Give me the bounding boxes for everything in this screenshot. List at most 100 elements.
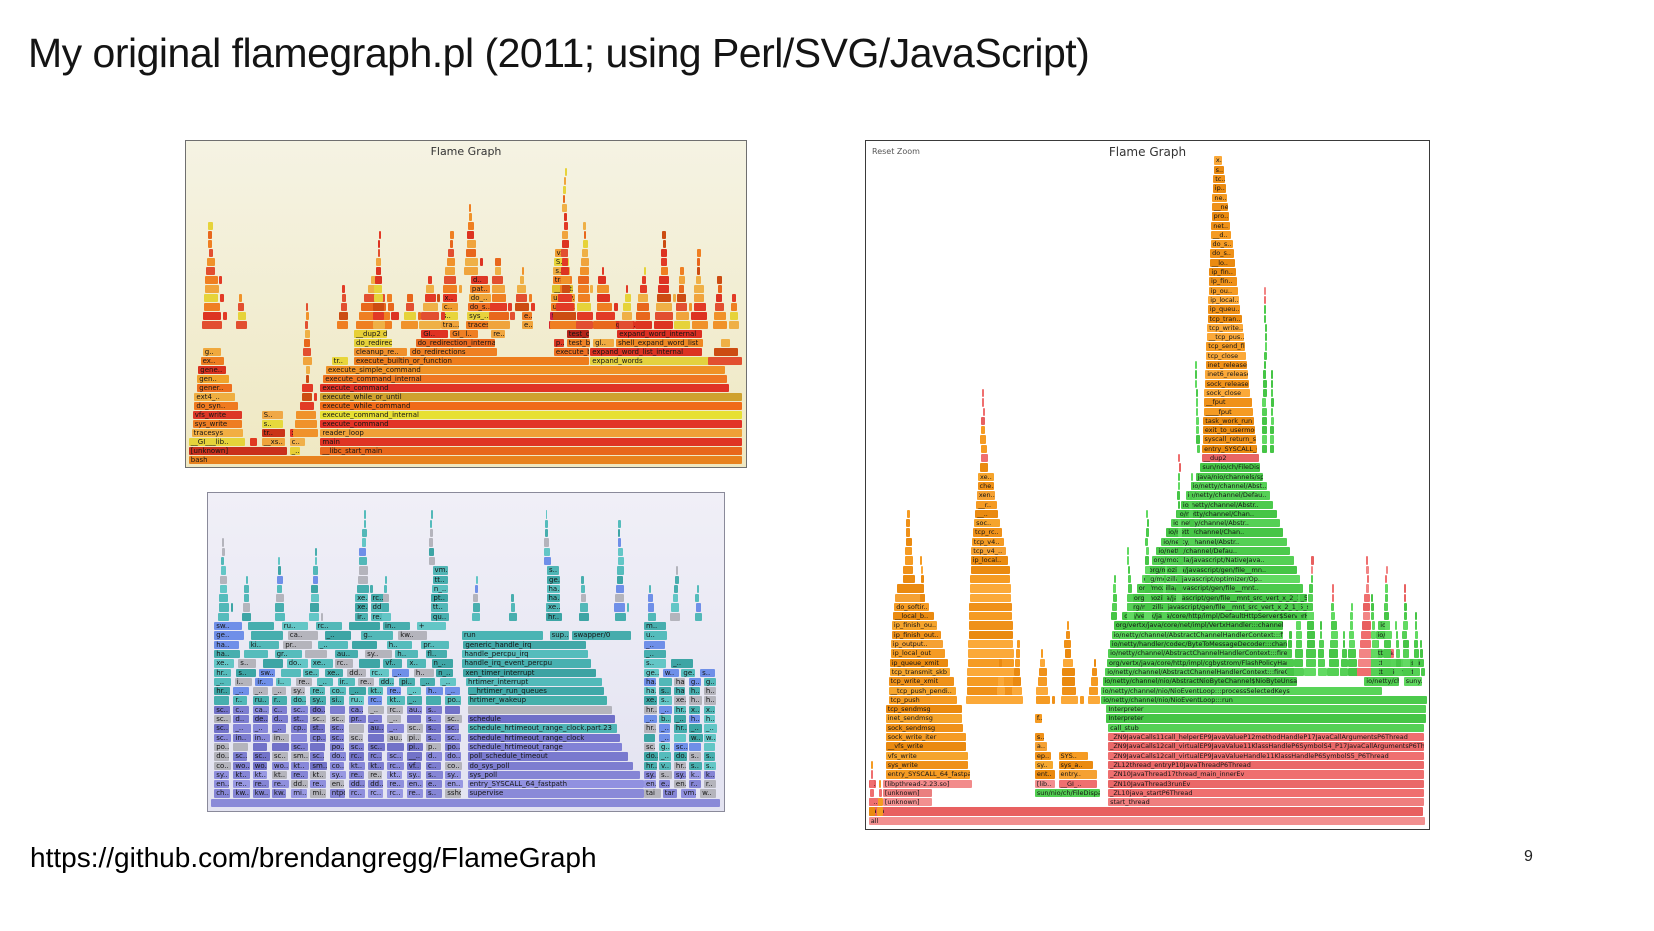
flame-frame[interactable] [564, 177, 567, 185]
flame-frame[interactable] [221, 556, 225, 566]
flame-frame[interactable] [1194, 361, 1197, 370]
flame-frame[interactable]: h.. [386, 640, 413, 649]
flame-frame[interactable]: _.. [271, 724, 287, 733]
flame-frame[interactable] [1371, 621, 1375, 630]
flame-frame[interactable] [1306, 640, 1316, 649]
flame-frame[interactable]: Interpreter [1106, 714, 1426, 723]
flame-frame[interactable]: rc.. [370, 594, 384, 603]
flame-frame[interactable]: sw.. [258, 668, 275, 677]
flame-frame[interactable]: inet_release [1205, 361, 1248, 370]
flame-frame[interactable] [1370, 667, 1380, 677]
flame-frame[interactable] [387, 742, 404, 752]
flame-frame[interactable] [1404, 584, 1407, 593]
flame-frame[interactable] [904, 547, 912, 556]
flame-frame[interactable] [376, 258, 382, 266]
flame-frame[interactable] [1113, 584, 1116, 593]
flame-frame[interactable]: s.. [703, 752, 715, 761]
flame-frame[interactable] [1195, 370, 1198, 379]
flame-frame[interactable]: do.. [310, 705, 325, 714]
flame-frame[interactable]: ip_local.. [970, 556, 1008, 565]
flame-frame[interactable] [1014, 658, 1021, 667]
flame-frame[interactable] [712, 321, 727, 329]
flame-frame[interactable] [966, 686, 1016, 695]
flame-frame[interactable]: si.. [329, 696, 344, 705]
flame-frame[interactable] [1146, 509, 1149, 519]
flame-frame[interactable]: ca.. [287, 631, 319, 640]
flame-frame[interactable] [1270, 407, 1274, 416]
flame-frame[interactable] [1359, 649, 1372, 658]
flame-frame[interactable]: GI.. [421, 330, 449, 338]
flame-frame[interactable]: wo.. [233, 761, 250, 770]
flame-frame[interactable]: handle_percpu_irq [462, 649, 588, 659]
flame-frame[interactable] [293, 429, 319, 437]
flame-frame[interactable]: se.. [302, 668, 319, 677]
flame-frame[interactable]: st.. [310, 724, 325, 733]
flame-frame[interactable] [1178, 537, 1183, 546]
flame-frame[interactable] [1037, 677, 1047, 686]
flame-frame[interactable]: ha.. [644, 677, 656, 687]
flame-frame[interactable] [583, 222, 586, 230]
flame-frame[interactable]: s.. [1213, 165, 1224, 174]
flame-frame[interactable] [868, 807, 876, 816]
flame-frame[interactable]: _.. [445, 687, 460, 696]
flame-frame[interactable] [251, 631, 283, 640]
flame-frame[interactable] [465, 249, 477, 257]
flame-frame[interactable] [511, 594, 515, 603]
flame-frame[interactable] [206, 267, 216, 275]
flame-frame[interactable]: xe.. [355, 603, 369, 612]
flame-frame[interactable]: d.. [471, 276, 488, 284]
flame-frame[interactable] [1189, 491, 1193, 500]
flame-frame[interactable] [426, 696, 441, 705]
flame-frame[interactable]: sc.. [329, 733, 345, 742]
flame-frame[interactable]: kt.. [368, 687, 384, 696]
flame-frame[interactable] [1011, 695, 1023, 705]
flame-frame[interactable] [1195, 398, 1198, 407]
flame-frame[interactable] [1311, 556, 1315, 565]
flame-frame[interactable] [624, 294, 631, 302]
flame-frame[interactable] [1371, 658, 1379, 667]
flame-frame[interactable]: _.. [368, 705, 384, 714]
flame-frame[interactable]: en.. [445, 780, 463, 789]
flame-frame[interactable] [295, 420, 318, 428]
flame-frame[interactable]: __GI___lib.. [188, 438, 245, 446]
flame-frame[interactable] [895, 593, 925, 602]
flame-frame[interactable] [276, 594, 284, 603]
flame-frame[interactable] [996, 686, 1006, 695]
flame-frame[interactable]: do.. [286, 659, 309, 668]
flame-frame[interactable]: tai [644, 789, 661, 798]
flame-frame[interactable]: n_.. [431, 584, 449, 594]
flame-frame[interactable] [276, 584, 283, 594]
flame-frame[interactable]: do_softir.. [894, 602, 930, 612]
flame-frame[interactable] [430, 519, 432, 528]
flame-frame[interactable]: schedule_hrtimeout_range [467, 742, 623, 752]
flame-frame[interactable]: do_s.. [467, 303, 492, 311]
flame-frame[interactable]: [unknown] [882, 798, 933, 807]
flame-frame[interactable] [1370, 602, 1374, 612]
flame-frame[interactable]: ru.. [281, 622, 309, 631]
flame-frame[interactable]: sy.. [406, 770, 421, 780]
flame-frame[interactable] [509, 612, 517, 621]
flame-frame[interactable] [543, 556, 551, 566]
flame-frame[interactable]: c.. [426, 761, 442, 770]
flame-frame[interactable] [1271, 388, 1274, 398]
flame-frame[interactable] [981, 388, 984, 398]
flame-frame[interactable]: s.. [1034, 733, 1044, 742]
flame-frame[interactable]: ge.. [214, 631, 245, 640]
flame-frame[interactable] [420, 312, 439, 320]
flame-frame[interactable]: hr.. [673, 761, 687, 770]
flame-frame[interactable] [359, 566, 368, 575]
flame-frame[interactable] [561, 231, 569, 239]
flame-frame[interactable] [1349, 621, 1353, 630]
flame-frame[interactable] [1145, 574, 1151, 584]
flame-frame[interactable]: x.. [407, 659, 427, 668]
flame-frame[interactable] [672, 294, 677, 302]
flame-frame[interactable]: sc.. [214, 724, 230, 733]
flame-frame[interactable]: re.. [406, 789, 423, 798]
flame-frame[interactable]: ent.. [1034, 770, 1056, 779]
flame-frame[interactable] [370, 276, 379, 284]
flame-frame[interactable] [1307, 602, 1313, 612]
flame-frame[interactable] [906, 519, 911, 528]
flame-frame[interactable]: sy.. [445, 770, 461, 780]
flame-frame[interactable]: entry_SYSCALL_6.. [1202, 444, 1258, 453]
flame-frame[interactable] [1371, 640, 1378, 649]
